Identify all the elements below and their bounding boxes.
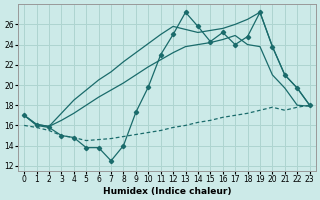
X-axis label: Humidex (Indice chaleur): Humidex (Indice chaleur) [103, 187, 231, 196]
